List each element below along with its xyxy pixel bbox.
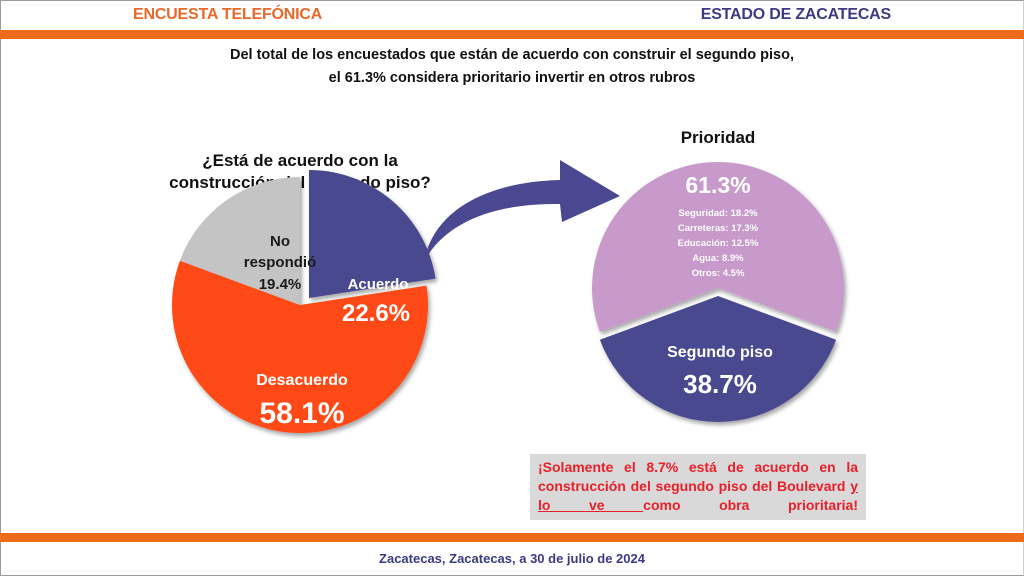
pie-slice-desacuerdo — [172, 260, 429, 434]
survey-type-title: ENCUESTA TELEFÓNICA — [133, 6, 323, 23]
callout-text-part-2: como obra prioritaria! — [643, 497, 859, 513]
state-title: ESTADO DE ZACATECAS — [700, 6, 891, 23]
pie-slice-segundo-piso — [599, 296, 837, 422]
breakdown-carreteras: Carreteras: 17.3% — [678, 223, 759, 234]
desacuerdo-label: Desacuerdo — [256, 372, 348, 389]
acuerdo-label: Acuerdo — [348, 276, 409, 293]
pie-slice-otros-rubros — [592, 161, 844, 332]
top-orange-divider — [0, 30, 1024, 39]
breakdown-seguridad: Seguridad: 18.2% — [678, 208, 758, 219]
subtitle-line-2: el 61.3% considera prioritario invertir … — [328, 70, 696, 86]
desacuerdo-value: 58.1% — [259, 397, 344, 430]
breakdown-otros: Otros: 4.5% — [692, 268, 745, 279]
acuerdo-value: 22.6% — [342, 300, 410, 327]
segundo-piso-label: Segundo piso — [667, 344, 773, 361]
pie-slice-acuerdo — [309, 170, 436, 298]
curved-arrow-icon — [424, 160, 620, 262]
pie-slice-no-respondio — [179, 177, 300, 305]
callout-underlined-text: y lo ve — [538, 478, 858, 513]
right-chart-title: Prioridad — [680, 128, 756, 147]
footer-date-location: Zacatecas, Zacatecas, a 30 de julio de 2… — [379, 551, 645, 566]
otros-rubros-value: 61.3% — [685, 172, 750, 198]
no-respondio-value: 19.4% — [259, 276, 302, 293]
no-respondio-label-line-2: respondió — [244, 254, 317, 271]
bottom-orange-divider — [0, 533, 1024, 542]
subtitle-line-1: Del total de los encuestados que están d… — [229, 47, 794, 63]
left-chart-title-line-1: ¿Está de acuerdo con la — [202, 151, 398, 170]
callout-text-part-1: ¡Solamente el 8.7% está de acuerdo en la… — [538, 459, 858, 494]
priority-pie-chart — [592, 161, 844, 422]
breakdown-agua: Agua: 8.9% — [692, 253, 744, 264]
agreement-pie-chart — [172, 170, 436, 434]
no-respondio-label-line-1: No — [270, 233, 290, 250]
highlight-callout: ¡Solamente el 8.7% está de acuerdo en la… — [530, 454, 866, 520]
segundo-piso-value: 38.7% — [683, 369, 757, 399]
breakdown-educacion: Educación: 12.5% — [678, 238, 759, 249]
